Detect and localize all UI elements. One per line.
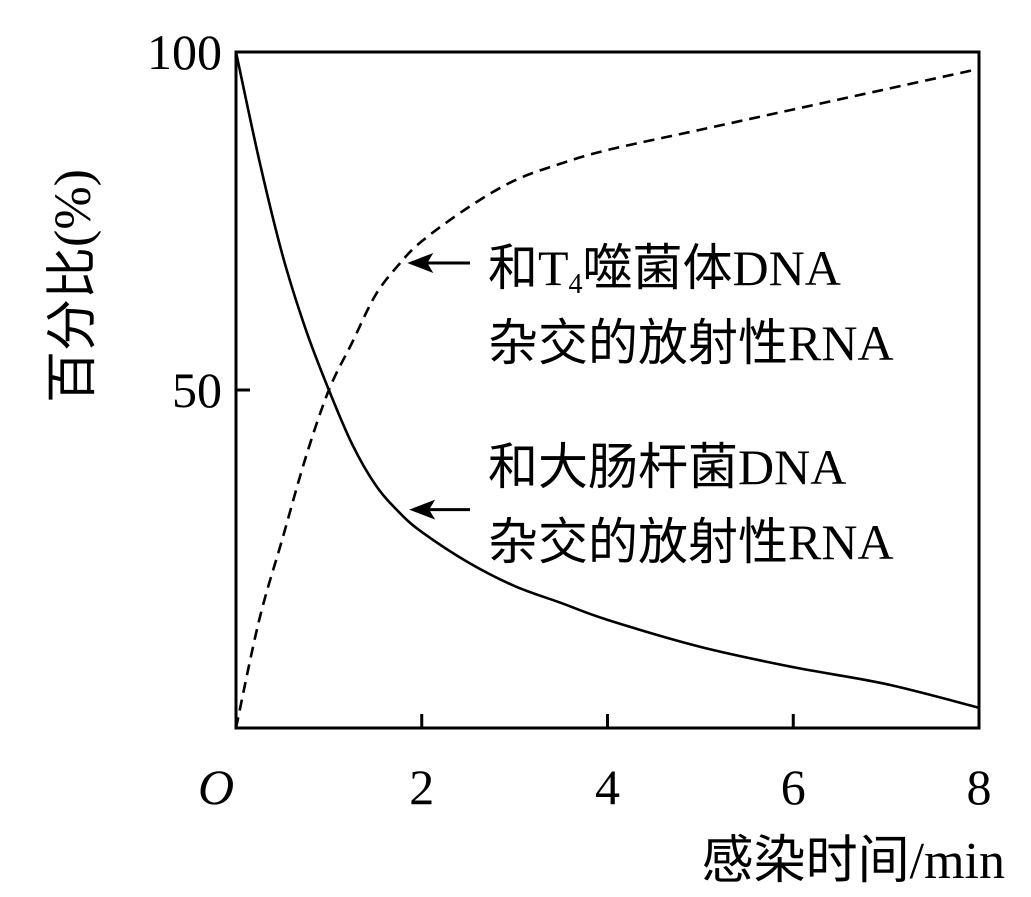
x-tick-label-3: 6: [781, 759, 806, 815]
annotation-arrow-head-1: [409, 499, 436, 520]
x-tick-label-1: 2: [409, 759, 434, 815]
annotation-0-line-0-part-1: 4: [569, 269, 583, 300]
x-axis-title: 感染时间/min: [702, 833, 1005, 890]
x-tick-label-4: 8: [967, 759, 992, 815]
annotations: 和T4噬菌体DNA 杂交的放射性RNA 和大肠杆菌DNA 杂交的放射性RNA: [407, 240, 894, 570]
tick-labels: O 2 4 6 8 50 100: [147, 24, 992, 815]
annotation-0-line-0-part-2: 噬菌体DNA: [583, 240, 841, 296]
series-line-1: [234, 51, 980, 709]
plot-frame: [234, 50, 981, 730]
x-tick-label-0: O: [198, 759, 234, 815]
y-axis-title: 百分比(%): [45, 169, 102, 403]
tick-marks: [236, 388, 795, 728]
x-tick-label-2: 4: [595, 759, 620, 815]
annotation-0-line-1: 杂交的放射性RNA: [488, 315, 894, 371]
y-tick-label-1: 100: [147, 24, 222, 80]
annotation-1-line-1-part-0: 杂交的放射性RNA: [488, 514, 894, 570]
annotation-1-line-1: 杂交的放射性RNA: [488, 514, 894, 570]
annotation-arrow-head-0: [407, 252, 434, 273]
series-line-0: [234, 67, 980, 729]
annotation-0-line-0-part-0: 和T: [488, 240, 569, 296]
series-layer: [234, 51, 980, 729]
y-tick-label-0: 50: [172, 362, 222, 418]
annotation-0-line-0: 和T4噬菌体DNA: [488, 240, 841, 300]
annotation-0-line-1-part-0: 杂交的放射性RNA: [488, 315, 894, 371]
annotation-1-line-0-part-0: 和大肠杆菌DNA: [488, 439, 846, 495]
annotation-1-line-0: 和大肠杆菌DNA: [488, 439, 846, 495]
